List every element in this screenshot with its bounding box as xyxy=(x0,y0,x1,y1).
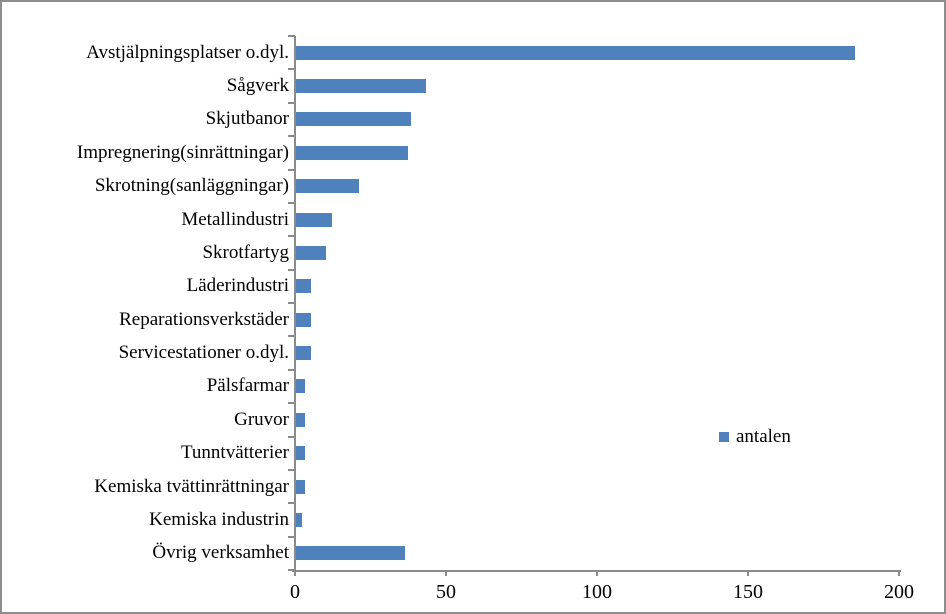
category-label: Sågverk xyxy=(226,75,289,97)
category-label: Skrotning(sanläggningar) xyxy=(94,175,289,197)
bar xyxy=(296,546,405,561)
category-label: Pälsfarmar xyxy=(206,375,289,397)
bar xyxy=(296,279,312,294)
y-axis-tick xyxy=(288,435,295,438)
bar xyxy=(296,312,312,327)
y-axis-tick xyxy=(288,201,295,204)
category-label: Tunntvätterier xyxy=(180,442,289,464)
x-axis-tick-label: 100 xyxy=(582,581,612,603)
legend-label: antalen xyxy=(736,426,791,447)
category-label: Skrotfartyg xyxy=(202,241,289,263)
y-axis-tick xyxy=(288,402,295,405)
y-axis-tick xyxy=(288,101,295,104)
category-label: Metallindustri xyxy=(181,208,289,230)
bar xyxy=(296,412,306,427)
bar xyxy=(296,179,360,194)
x-axis-tick xyxy=(596,570,598,576)
bar xyxy=(296,145,408,160)
category-label: Gruvor xyxy=(234,408,289,430)
x-axis-tick-label: 150 xyxy=(733,581,763,603)
y-axis-tick xyxy=(288,502,295,505)
y-axis-tick xyxy=(288,168,295,171)
bar xyxy=(296,212,333,227)
category-label: Läderindustri xyxy=(186,275,289,297)
x-axis-tick xyxy=(747,570,749,576)
y-axis-tick xyxy=(288,569,295,571)
y-axis-tick xyxy=(288,268,295,271)
y-axis-tick xyxy=(288,535,295,538)
y-axis-tick xyxy=(288,35,295,37)
y-axis-tick xyxy=(288,302,295,304)
x-axis-tick-label: 50 xyxy=(436,581,456,603)
x-axis-tick xyxy=(898,570,900,576)
category-label: Avstjälpningsplatser o.dyl. xyxy=(86,41,289,63)
x-axis-tick-label: 200 xyxy=(884,581,914,603)
category-label: Övrig verksamhet xyxy=(152,542,289,564)
y-axis-tick xyxy=(288,68,295,71)
y-axis-tick xyxy=(288,235,295,238)
category-label: Skjutbanor xyxy=(205,108,289,130)
bar xyxy=(296,79,426,94)
y-axis-tick xyxy=(288,368,295,371)
bar xyxy=(296,346,312,361)
category-label: Impregnering(sinrättningar) xyxy=(76,141,289,163)
bar xyxy=(296,112,411,127)
x-axis-tick xyxy=(294,570,296,576)
y-axis-tick xyxy=(288,335,295,338)
x-axis-tick-label: 0 xyxy=(290,581,300,603)
y-axis-tick xyxy=(288,468,295,471)
bar xyxy=(296,245,327,260)
legend: antalen xyxy=(719,426,791,448)
bar xyxy=(296,45,855,60)
category-label: Kemiska industrin xyxy=(149,508,289,530)
bar xyxy=(296,446,306,461)
bar xyxy=(296,379,306,394)
y-axis-tick xyxy=(288,135,295,138)
bar xyxy=(296,512,303,527)
category-label: Servicestationer o.dyl. xyxy=(118,342,289,364)
legend-swatch-icon xyxy=(719,432,729,442)
x-axis-tick xyxy=(445,570,447,576)
bar xyxy=(296,479,306,494)
category-label: Kemiska tvättinrättningar xyxy=(94,475,289,497)
y-axis-line xyxy=(294,36,296,572)
category-label: Reparationsverkstäder xyxy=(119,308,289,330)
